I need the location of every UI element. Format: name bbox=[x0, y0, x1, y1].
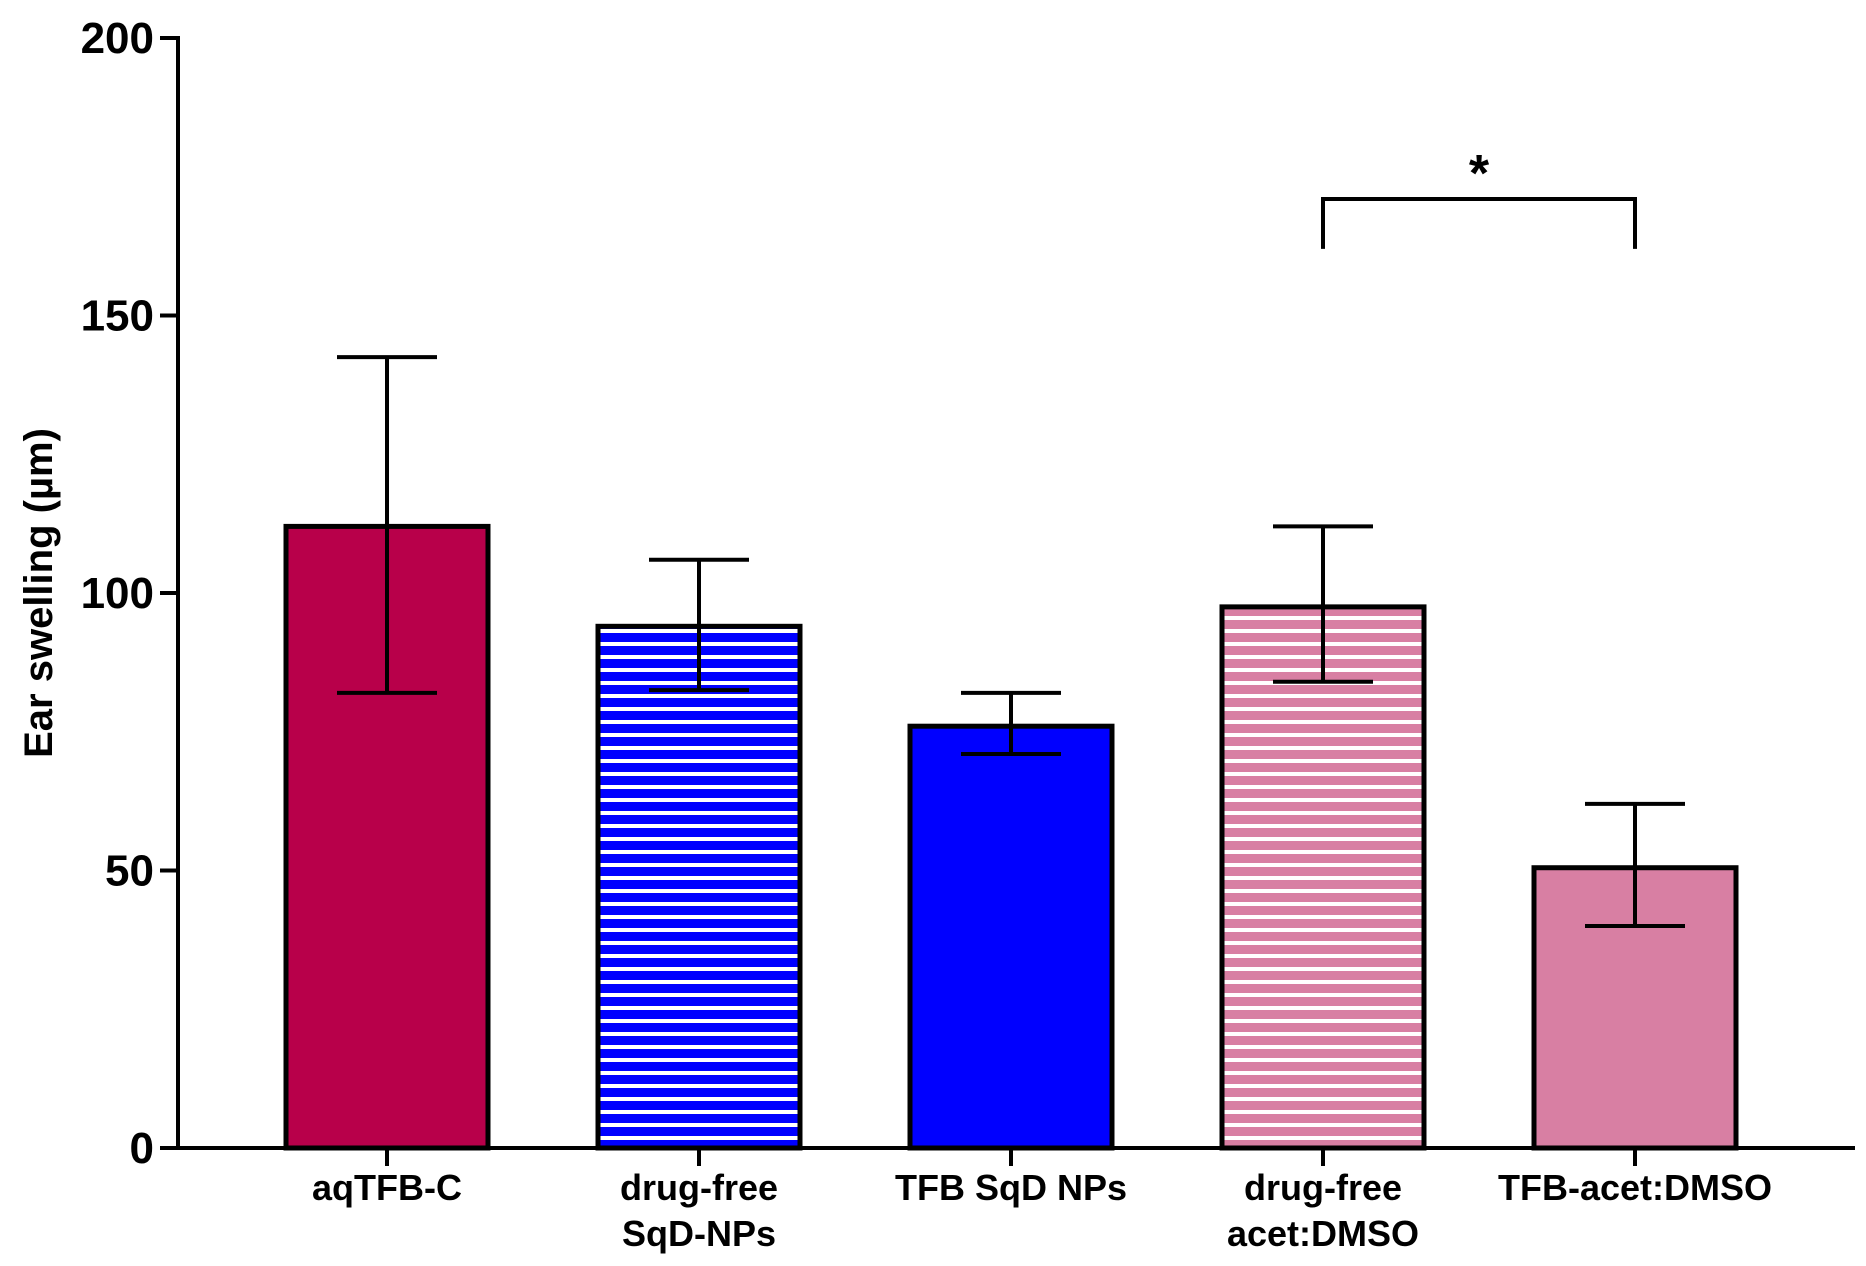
x-category-label-line: drug-free bbox=[620, 1167, 778, 1208]
x-category-label-line: TFB-acet:DMSO bbox=[1498, 1167, 1772, 1208]
x-category-label: drug-free acet:DMSO bbox=[1227, 1167, 1419, 1254]
y-tick-label: 200 bbox=[81, 14, 154, 63]
y-axis-ticks: 0 50 100 150 200 bbox=[81, 14, 178, 1173]
y-tick-label: 100 bbox=[81, 569, 154, 618]
x-category-label-line: acet:DMSO bbox=[1227, 1213, 1419, 1254]
x-category-label-line: SqD-NPs bbox=[622, 1213, 776, 1254]
x-category-label-line: drug-free bbox=[1244, 1167, 1402, 1208]
x-category-label: TFB SqD NPs bbox=[895, 1167, 1127, 1208]
bars bbox=[283, 523, 1739, 1151]
bar bbox=[1219, 604, 1427, 1151]
x-category-label-line: TFB SqD NPs bbox=[895, 1167, 1127, 1208]
significance-label: * bbox=[1469, 145, 1490, 203]
bar bbox=[595, 623, 803, 1151]
x-category-label: aqTFB-C bbox=[312, 1167, 462, 1208]
x-category-label: drug-free SqD-NPs bbox=[620, 1167, 778, 1254]
y-tick-label: 0 bbox=[130, 1124, 154, 1173]
x-axis-labels: aqTFB-C drug-free SqD-NPs TFB SqD NPs drug-f… bbox=[312, 1148, 1772, 1254]
significance-brackets: * bbox=[1321, 145, 1637, 249]
x-category-label-line: aqTFB-C bbox=[312, 1167, 462, 1208]
error-bars bbox=[337, 355, 1685, 928]
y-tick-label: 50 bbox=[105, 847, 154, 896]
y-axis-title: Ear swelling (µm) bbox=[17, 428, 61, 758]
significance-bracket bbox=[1321, 196, 1637, 249]
x-category-label: TFB-acet:DMSO bbox=[1498, 1167, 1772, 1208]
y-tick-label: 150 bbox=[81, 292, 154, 341]
bar bbox=[907, 723, 1115, 1151]
